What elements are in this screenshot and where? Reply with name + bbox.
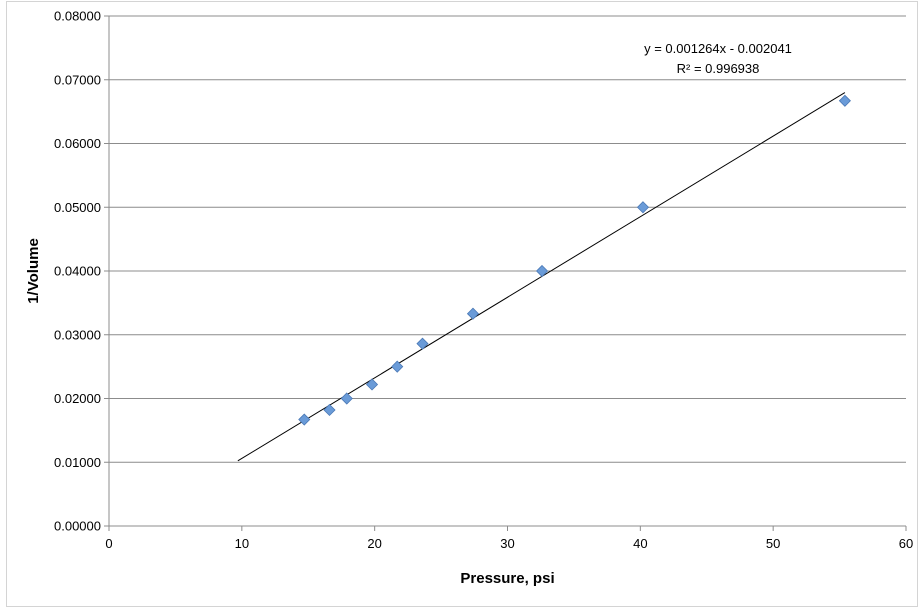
data-point-marker [340, 392, 353, 405]
y-tick-label: 0.07000 [54, 72, 101, 87]
y-axis-title: 1/Volume [25, 238, 42, 304]
y-tick-label: 0.00000 [54, 519, 101, 534]
x-tick-label: 20 [367, 536, 381, 551]
x-tick-label: 40 [633, 536, 647, 551]
data-points [298, 94, 851, 426]
data-point-marker [416, 337, 429, 350]
data-point-marker [636, 201, 650, 214]
x-tick-label: 50 [766, 536, 780, 551]
y-tick-label: 0.05000 [54, 200, 101, 215]
data-point-marker [838, 94, 851, 107]
y-tick-label: 0.04000 [54, 264, 101, 279]
trendline-r-squared: R² = 0.996938 [677, 61, 760, 76]
y-tick-label: 0.01000 [54, 455, 101, 470]
x-tick-label: 60 [899, 536, 913, 551]
x-axis-title: Pressure, psi [460, 570, 554, 587]
x-tick-labels: 0 10 20 30 40 50 60 [105, 536, 913, 551]
y-tick-label: 0.08000 [54, 9, 101, 24]
data-point-marker [298, 413, 311, 426]
y-tick-label: 0.02000 [54, 391, 101, 406]
x-tick-label: 30 [500, 536, 514, 551]
trendline [237, 92, 846, 462]
data-point-marker [365, 378, 379, 391]
x-tick-label: 10 [235, 536, 249, 551]
axes [108, 16, 906, 527]
x-tick-label: 0 [105, 536, 112, 551]
data-point-marker [535, 264, 549, 278]
chart-area [6, 1, 918, 607]
data-point-marker [466, 307, 480, 320]
data-point-marker [323, 403, 336, 417]
y-tick-label: 0.06000 [54, 136, 101, 151]
data-point-marker [391, 360, 404, 373]
y-tick-label: 0.03000 [54, 327, 101, 342]
y-tick-labels: 0.00000 0.01000 0.02000 0.03000 0.04000 0.050… [54, 9, 101, 534]
trendline-equation: y = 0.001264x - 0.002041 [644, 41, 792, 56]
gridlines [104, 15, 907, 531]
